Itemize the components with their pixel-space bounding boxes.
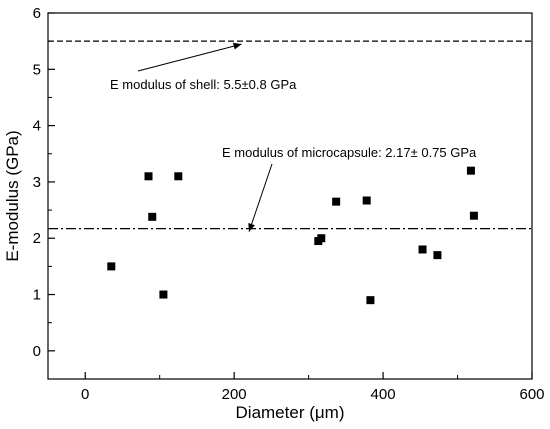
data-point bbox=[469, 211, 478, 220]
annotation-arrow bbox=[248, 163, 273, 232]
x-axis-ticks: 0 200 400 600 bbox=[81, 372, 545, 403]
data-point bbox=[317, 234, 326, 243]
x-axis-title: Diameter (μm) bbox=[236, 403, 345, 422]
y-tick-label: 0 bbox=[33, 343, 41, 360]
x-tick-label: 400 bbox=[371, 386, 396, 403]
y-tick-label: 2 bbox=[33, 230, 41, 247]
data-point bbox=[433, 251, 442, 260]
data-point bbox=[107, 262, 116, 271]
data-point bbox=[362, 196, 371, 205]
data-point bbox=[159, 290, 168, 299]
x-tick-label: 600 bbox=[519, 386, 544, 403]
plot-frame bbox=[47, 12, 533, 380]
y-tick-label: 4 bbox=[33, 118, 41, 135]
data-points bbox=[107, 166, 478, 305]
data-point bbox=[174, 172, 183, 181]
y-axis-title: E-modulus (GPa) bbox=[3, 130, 22, 261]
data-point bbox=[144, 172, 153, 181]
y-tick-label: 5 bbox=[33, 61, 41, 78]
x-tick-label: 200 bbox=[222, 386, 247, 403]
data-point bbox=[466, 166, 475, 175]
y-tick-label: 6 bbox=[33, 5, 41, 22]
annotation-label: E modulus of shell: 5.5±0.8 GPa bbox=[110, 77, 297, 92]
data-point bbox=[366, 296, 375, 305]
y-axis-ticks: 0 1 2 3 4 5 6 bbox=[33, 5, 55, 360]
reference-lines bbox=[48, 40, 532, 230]
data-point bbox=[418, 245, 427, 254]
annotation-arrowhead bbox=[232, 42, 242, 50]
y-tick-label: 1 bbox=[33, 287, 41, 304]
annotations: E modulus of shell: 5.5±0.8 GPa E modulus… bbox=[110, 42, 477, 232]
x-tick-label: 0 bbox=[81, 386, 89, 403]
annotation-label: E modulus of microcapsule: 2.17± 0.75 GP… bbox=[222, 145, 477, 160]
annotation-arrowhead bbox=[248, 222, 255, 232]
annotation-arrow bbox=[137, 43, 242, 72]
data-point bbox=[148, 212, 157, 221]
y-tick-label: 3 bbox=[33, 174, 41, 191]
data-point bbox=[332, 197, 341, 206]
